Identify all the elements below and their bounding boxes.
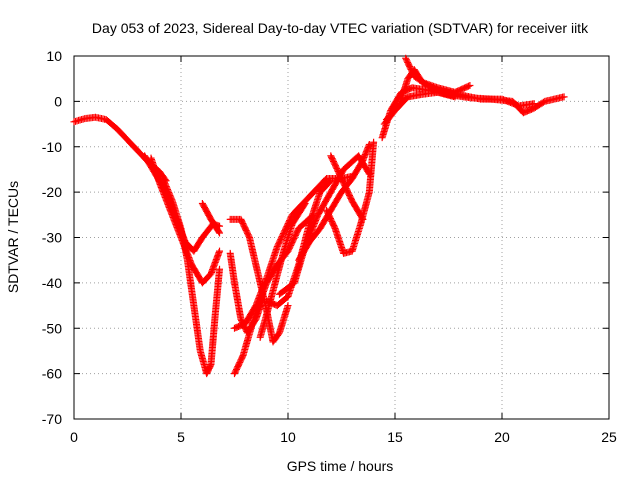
y-tick-label: -30 xyxy=(42,230,62,246)
data-point xyxy=(365,140,373,148)
x-tick-label: 15 xyxy=(387,429,403,445)
y-tick-label: -60 xyxy=(42,366,62,382)
x-tick-label: 0 xyxy=(70,429,78,445)
x-tick-label: 10 xyxy=(280,429,296,445)
data-point xyxy=(216,265,224,273)
data-point xyxy=(466,81,474,89)
data-point xyxy=(465,82,473,90)
data-series xyxy=(323,138,378,257)
data-point xyxy=(530,100,538,108)
grid-lines xyxy=(74,56,609,419)
data-point xyxy=(215,228,223,236)
data-point xyxy=(284,302,292,310)
data-point xyxy=(216,247,224,255)
data-points xyxy=(70,54,568,378)
data-point xyxy=(326,178,334,186)
data-point xyxy=(451,93,459,101)
x-tick-label: 20 xyxy=(494,429,510,445)
y-tick-label: -50 xyxy=(42,320,62,336)
x-axis-ticks: 0 5 10 15 20 25 xyxy=(70,56,617,445)
x-tick-label: 25 xyxy=(601,429,617,445)
y-tick-label: -70 xyxy=(42,411,62,427)
data-point xyxy=(370,138,378,146)
data-point xyxy=(327,177,335,185)
data-series xyxy=(380,88,459,128)
data-series xyxy=(198,199,224,237)
data-series xyxy=(295,140,373,264)
data-series xyxy=(226,215,292,346)
y-tick-label: -40 xyxy=(42,275,62,291)
x-tick-label: 5 xyxy=(177,429,185,445)
data-series xyxy=(402,54,474,96)
data-point xyxy=(216,229,224,237)
y-tick-label: -20 xyxy=(42,184,62,200)
data-point xyxy=(168,196,176,204)
y-tick-label: -10 xyxy=(42,139,62,155)
data-point xyxy=(560,93,568,101)
y-tick-label: 0 xyxy=(54,93,62,109)
data-series xyxy=(160,177,224,378)
y-axis-label: SDTVAR / TECUs xyxy=(5,181,21,293)
chart-title: Day 053 of 2023, Sidereal Day-to-day VTE… xyxy=(92,20,589,36)
y-axis-ticks: 10 0 -10 -20 -30 -40 -50 -60 -70 xyxy=(42,48,609,427)
y-tick-label: 10 xyxy=(46,48,62,64)
data-series xyxy=(382,66,538,124)
x-axis-label: GPS time / hours xyxy=(287,458,394,474)
